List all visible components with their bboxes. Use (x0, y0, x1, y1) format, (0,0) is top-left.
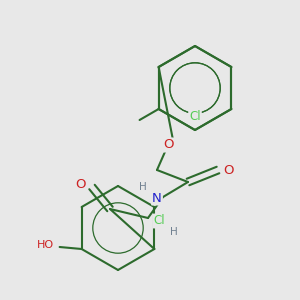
Text: O: O (223, 164, 233, 176)
Text: O: O (75, 178, 85, 190)
Text: O: O (163, 139, 173, 152)
Text: N: N (157, 214, 167, 226)
Text: Cl: Cl (154, 214, 165, 227)
Text: H: H (139, 182, 147, 192)
Text: H: H (170, 227, 178, 237)
Text: HO: HO (37, 240, 54, 250)
Text: N: N (152, 191, 162, 205)
Text: Cl: Cl (189, 110, 201, 124)
